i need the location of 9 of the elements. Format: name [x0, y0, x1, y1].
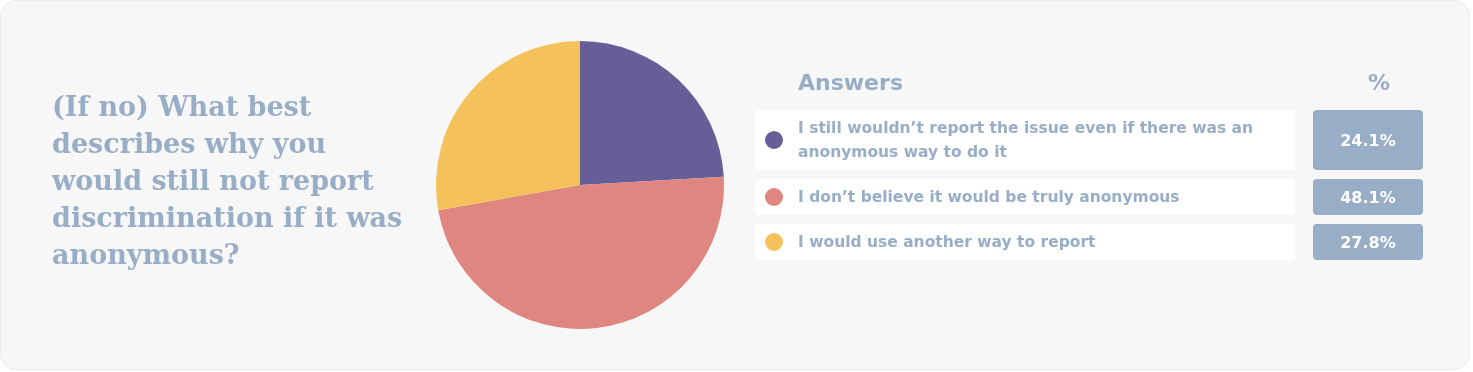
text: % — [1368, 70, 1391, 95]
legend-title: Answers — [798, 70, 903, 95]
data-label: 27.8% — [1313, 224, 1423, 260]
legend-label: I don’t believe it would be truly anonymous — [798, 187, 1180, 208]
data-label: 48.1% — [1313, 179, 1423, 215]
legend-label: I would use another way to report — [798, 232, 1096, 253]
text: (If no) What best describes why you would still not report discrimination if it was anonymous? — [52, 90, 404, 272]
legend-label: I still wouldn’t report the issue even if there was an anonymous way to do it — [798, 118, 1255, 163]
data-label: 24.1% — [1313, 110, 1423, 170]
